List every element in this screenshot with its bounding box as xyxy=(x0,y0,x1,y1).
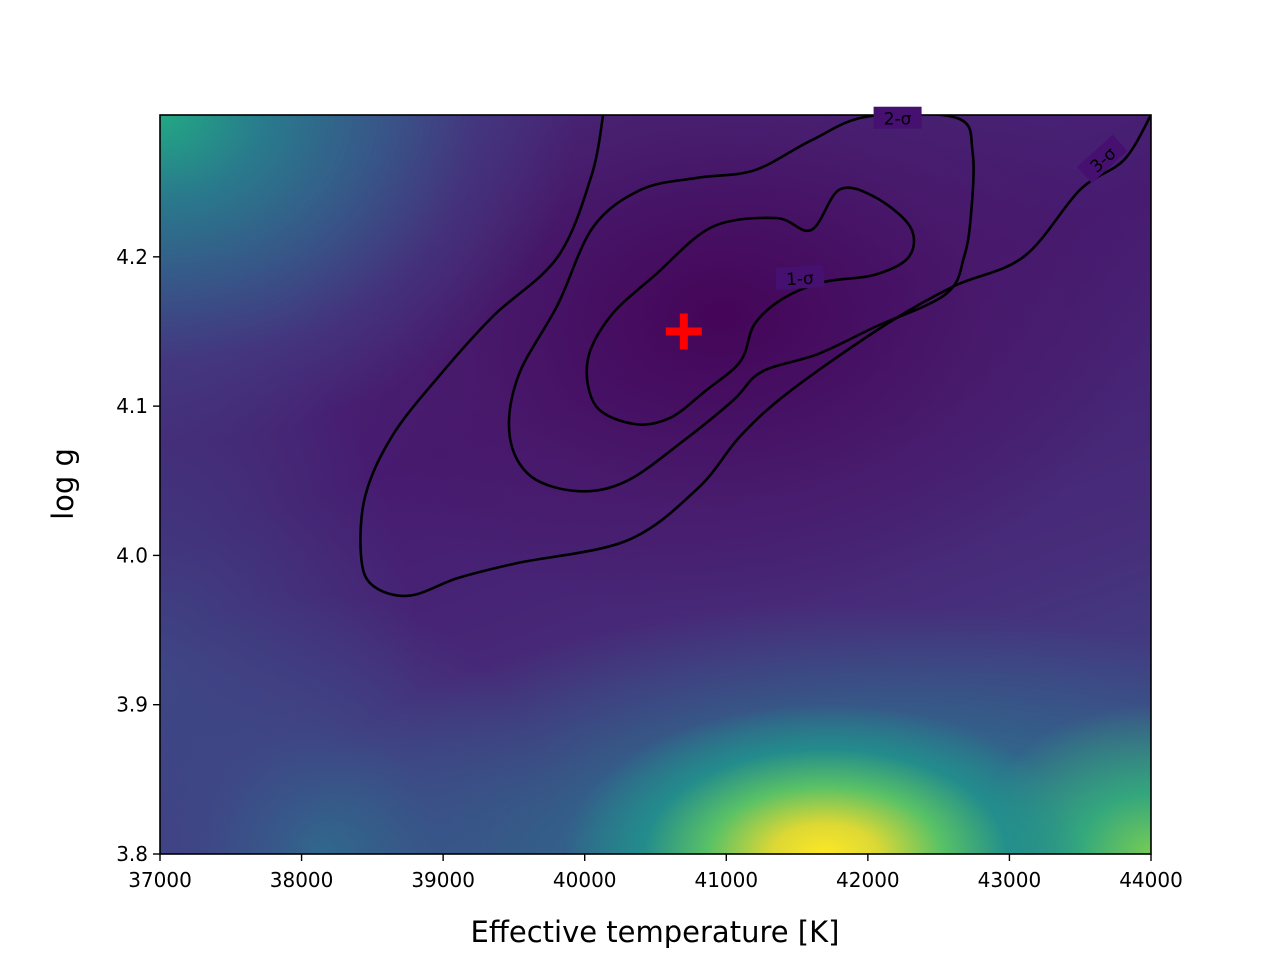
heatmap-field xyxy=(160,115,1151,854)
contour-label-gap xyxy=(873,106,922,129)
y-tick-label: 4.0 xyxy=(116,543,148,567)
x-tick-label: 40000 xyxy=(553,868,617,892)
y-axis-title: log g xyxy=(46,448,80,520)
contour-line-3-sigma xyxy=(359,115,1151,598)
y-axis: 3.8 3.9 4.0 4.1 4.2 xyxy=(116,245,160,866)
y-tick-label: 4.2 xyxy=(116,245,148,269)
x-tick-label: 44000 xyxy=(1119,868,1183,892)
contour-label: 1-σ xyxy=(786,269,815,290)
contour-label-gap xyxy=(1077,134,1128,184)
contour-label: 2-σ xyxy=(884,110,912,130)
x-tick-label: 38000 xyxy=(270,868,334,892)
contour-labels: 1-σ2-σ3-σ xyxy=(775,106,1128,290)
x-tick-label: 37000 xyxy=(128,868,192,892)
contour-label-group: 2-σ xyxy=(873,106,922,130)
y-tick-label: 3.8 xyxy=(116,842,148,866)
x-axis-title: Effective temperature [K] xyxy=(471,915,840,949)
contour-label-gap xyxy=(775,265,825,290)
marker-layer xyxy=(665,313,702,350)
y-tick-label: 4.1 xyxy=(116,394,148,418)
plot-area xyxy=(160,115,1151,854)
x-tick-label: 43000 xyxy=(978,868,1042,892)
contour-line-1-sigma xyxy=(585,186,916,426)
plot-frame xyxy=(159,114,1152,855)
contour-label-group: 1-σ xyxy=(775,265,825,290)
x-tick-label: 39000 xyxy=(411,868,475,892)
x-tick-label: 41000 xyxy=(694,868,758,892)
best-fit-marker xyxy=(665,313,702,350)
y-tick-label: 3.9 xyxy=(116,693,148,717)
x-axis: 37000 38000 39000 40000 41000 42000 43000 44000 xyxy=(128,854,1183,892)
x-tick-label: 42000 xyxy=(836,868,900,892)
